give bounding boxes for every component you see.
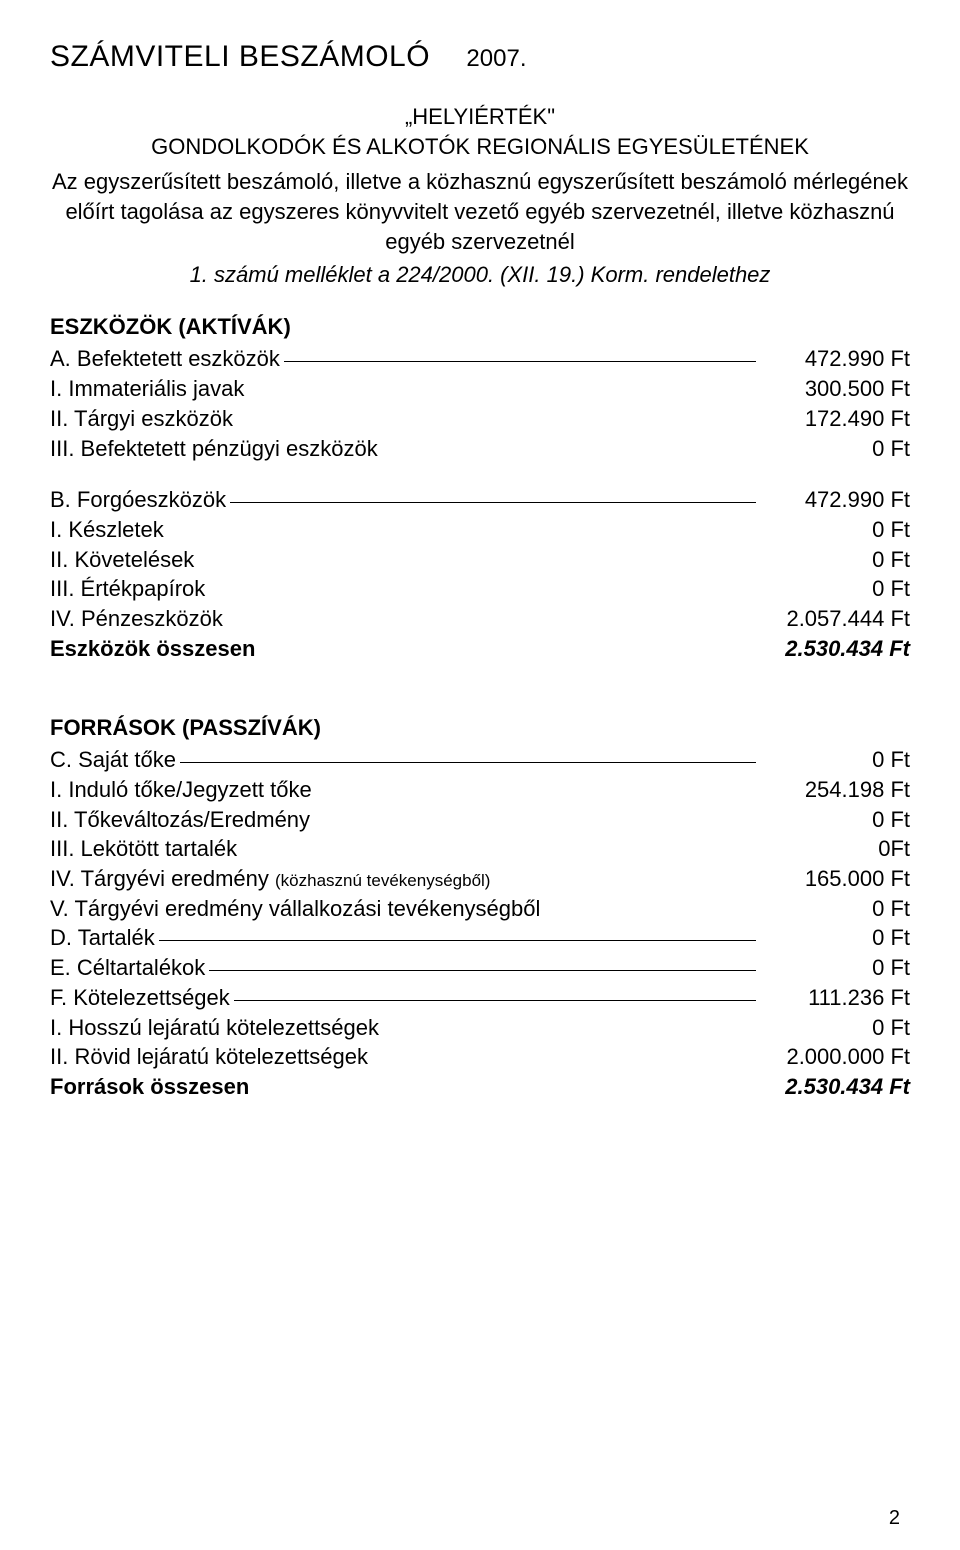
underline [159, 939, 756, 941]
label: II. Tárgyi eszközök [50, 404, 233, 434]
value: 2.530.434 Ft [760, 1072, 910, 1102]
row-liab-FII: II. Rövid lejáratú kötelezettségek 2.000… [50, 1042, 910, 1072]
value: 0 Ft [760, 574, 910, 604]
row-liab-IV: IV. Tárgyévi eredmény (közhasznú tevéken… [50, 864, 910, 894]
org-quote: „HELYIÉRTÉK" [50, 102, 910, 132]
value: 0 Ft [760, 953, 910, 983]
value: 2.057.444 Ft [760, 604, 910, 634]
label: Eszközök összesen [50, 634, 255, 664]
value: 0 Ft [760, 805, 910, 835]
title-year: 2007. [466, 45, 526, 72]
doc-title: SZÁMVITELI BESZÁMOLÓ 2007. [50, 40, 910, 74]
row-assets-II: II. Tárgyi eszközök 172.490 Ft [50, 404, 910, 434]
row-liab-III: III. Lekötött tartalék 0Ft [50, 834, 910, 864]
row-liab-C: C. Saját tőke 0 Ft [50, 745, 910, 775]
underline [284, 360, 756, 362]
value: 0 Ft [760, 894, 910, 924]
underline [230, 501, 756, 503]
row-liab-FI: I. Hosszú lejáratú kötelezettségek 0 Ft [50, 1013, 910, 1043]
label: D. Tartalék [50, 923, 155, 953]
row-assets-I: I. Immateriális javak 300.500 Ft [50, 374, 910, 404]
label: C. Saját tőke [50, 745, 176, 775]
value: 0 Ft [760, 515, 910, 545]
row-liab-total: Források összesen 2.530.434 Ft [50, 1072, 910, 1102]
intro-text: Az egyszerűsített beszámoló, illetve a k… [50, 167, 910, 256]
label: III. Befektetett pénzügyi eszközök [50, 434, 378, 464]
label: E. Céltartalékok [50, 953, 205, 983]
row-assets-BIII: III. Értékpapírok 0 Ft [50, 574, 910, 604]
underline [180, 761, 756, 763]
label-note: (közhasznú tevékenységből) [275, 871, 490, 890]
document-page: SZÁMVITELI BESZÁMOLÓ 2007. „HELYIÉRTÉK" … [0, 0, 960, 1550]
gap [50, 463, 910, 485]
value: 0 Ft [760, 1013, 910, 1043]
label: III. Lekötött tartalék [50, 834, 237, 864]
value: 2.000.000 Ft [760, 1042, 910, 1072]
label: B. Forgóeszközök [50, 485, 226, 515]
row-liab-F: F. Kötelezettségek 111.236 Ft [50, 983, 910, 1013]
value: 254.198 Ft [760, 775, 910, 805]
label-main: IV. Tárgyévi eredmény [50, 866, 275, 891]
value: 0 Ft [760, 923, 910, 953]
regulation-ref: 1. számú melléklet a 224/2000. (XII. 19.… [50, 262, 910, 288]
label: III. Értékpapírok [50, 574, 205, 604]
label: I. Immateriális javak [50, 374, 244, 404]
row-assets-BIV: IV. Pénzeszközök 2.057.444 Ft [50, 604, 910, 634]
label: IV. Tárgyévi eredmény (közhasznú tevéken… [50, 864, 490, 894]
row-assets-B: B. Forgóeszközök 472.990 Ft [50, 485, 910, 515]
liab-heading: FORRÁSOK (PASSZÍVÁK) [50, 715, 910, 741]
value: 0 Ft [760, 745, 910, 775]
label: F. Kötelezettségek [50, 983, 230, 1013]
label: II. Követelések [50, 545, 194, 575]
value: 0 Ft [760, 545, 910, 575]
row-liab-II: II. Tőkeváltozás/Eredmény 0 Ft [50, 805, 910, 835]
label: I. Induló tőke/Jegyzett tőke [50, 775, 312, 805]
label: I. Készletek [50, 515, 164, 545]
org-name: GONDOLKODÓK ÉS ALKOTÓK REGIONÁLIS EGYESÜ… [50, 132, 910, 162]
value: 300.500 Ft [760, 374, 910, 404]
row-assets-BII: II. Követelések 0 Ft [50, 545, 910, 575]
title-main: SZÁMVITELI BESZÁMOLÓ [50, 40, 430, 73]
row-assets-total: Eszközök összesen 2.530.434 Ft [50, 634, 910, 664]
row-assets-A: A. Befektetett eszközök 472.990 Ft [50, 344, 910, 374]
value: 2.530.434 Ft [760, 634, 910, 664]
value: 472.990 Ft [760, 344, 910, 374]
row-liab-D: D. Tartalék 0 Ft [50, 923, 910, 953]
label: II. Rövid lejáratú kötelezettségek [50, 1042, 368, 1072]
label: IV. Pénzeszközök [50, 604, 223, 634]
label: V. Tárgyévi eredmény vállalkozási tevéke… [50, 894, 540, 924]
value: 0Ft [760, 834, 910, 864]
label: Források összesen [50, 1072, 249, 1102]
gap [50, 663, 910, 697]
underline [234, 999, 756, 1001]
row-liab-E: E. Céltartalékok 0 Ft [50, 953, 910, 983]
row-assets-BI: I. Készletek 0 Ft [50, 515, 910, 545]
label: II. Tőkeváltozás/Eredmény [50, 805, 310, 835]
value: 472.990 Ft [760, 485, 910, 515]
value: 111.236 Ft [760, 983, 910, 1013]
row-assets-III: III. Befektetett pénzügyi eszközök 0 Ft [50, 434, 910, 464]
org-block: „HELYIÉRTÉK" GONDOLKODÓK ÉS ALKOTÓK REGI… [50, 102, 910, 161]
label: A. Befektetett eszközök [50, 344, 280, 374]
row-liab-V: V. Tárgyévi eredmény vállalkozási tevéke… [50, 894, 910, 924]
value: 165.000 Ft [760, 864, 910, 894]
value: 172.490 Ft [760, 404, 910, 434]
page-number: 2 [889, 1507, 900, 1530]
row-liab-I: I. Induló tőke/Jegyzett tőke 254.198 Ft [50, 775, 910, 805]
label: I. Hosszú lejáratú kötelezettségek [50, 1013, 379, 1043]
value: 0 Ft [760, 434, 910, 464]
assets-heading: ESZKÖZÖK (AKTÍVÁK) [50, 314, 910, 340]
underline [209, 969, 756, 971]
